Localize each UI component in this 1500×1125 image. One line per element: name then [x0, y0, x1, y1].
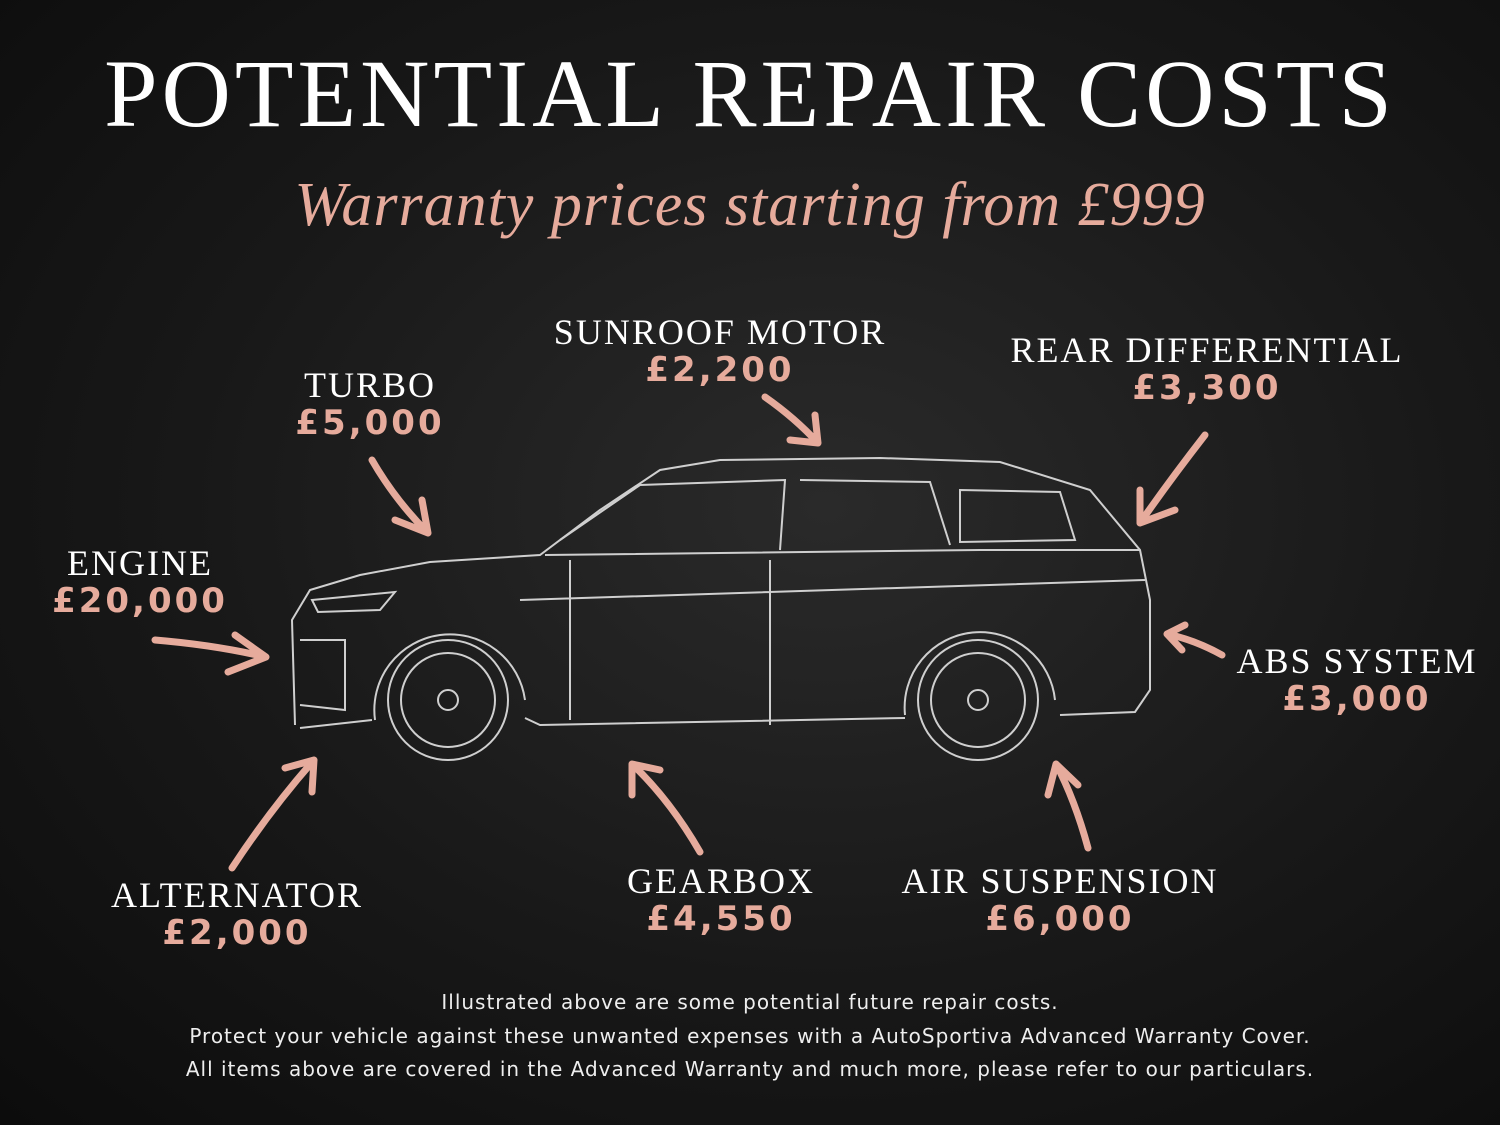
part-label-sunroof-motor: SUNROOF MOTOR £2,200 [554, 313, 886, 389]
part-price: £3,300 [1132, 368, 1282, 408]
part-name: ENGINE [67, 543, 213, 583]
part-price: £3,000 [1282, 679, 1432, 719]
part-name: AIR SUSPENSION [901, 861, 1219, 901]
part-price: £20,000 [52, 581, 228, 621]
footer-line: All items above are covered in the Advan… [185, 1057, 1315, 1081]
part-price: £6,000 [985, 899, 1135, 939]
part-name: TURBO [303, 365, 437, 405]
part-name: ALTERNATOR [110, 875, 364, 915]
gearbox-arrow [628, 760, 704, 856]
part-label-abs-system: ABS SYSTEM £3,000 [1236, 642, 1477, 718]
part-name: SUNROOF MOTOR [553, 312, 887, 352]
part-name: GEARBOX [626, 861, 816, 901]
car-outline [290, 456, 1151, 761]
subtitle: Warranty prices starting from £999 [294, 171, 1206, 239]
rear-differential-arrow [1136, 431, 1209, 527]
part-label-air-suspension: AIR SUSPENSION £6,000 [901, 862, 1218, 938]
turbo-arrow [368, 456, 432, 537]
part-price: £4,550 [646, 899, 796, 939]
sunroof-arrow [761, 393, 822, 447]
engine-arrow [151, 631, 270, 676]
part-label-gearbox: GEARBOX £4,550 [627, 862, 815, 938]
alternator-arrow [228, 756, 318, 872]
page-title: POTENTIAL REPAIR COSTS [104, 40, 1396, 147]
footer-disclaimer: Illustrated above are some potential fut… [0, 986, 1500, 1087]
part-label-alternator: ALTERNATOR £2,000 [111, 876, 363, 952]
part-label-engine: ENGINE £20,000 [52, 544, 228, 620]
part-price: £2,000 [162, 913, 312, 953]
part-price: £5,000 [295, 403, 445, 443]
abs-arrow [1163, 621, 1226, 659]
part-label-turbo: TURBO £5,000 [295, 366, 444, 442]
footer-line: Illustrated above are some potential fut… [441, 990, 1059, 1014]
footer-line: Protect your vehicle against these unwan… [189, 1023, 1311, 1048]
part-label-rear-differential: REAR DIFFERENTIAL £3,300 [1011, 331, 1404, 407]
air-suspension-arrow [1044, 760, 1092, 852]
part-name: ABS SYSTEM [1236, 641, 1478, 681]
part-price: £2,200 [645, 350, 795, 390]
part-name: REAR DIFFERENTIAL [1010, 330, 1404, 370]
